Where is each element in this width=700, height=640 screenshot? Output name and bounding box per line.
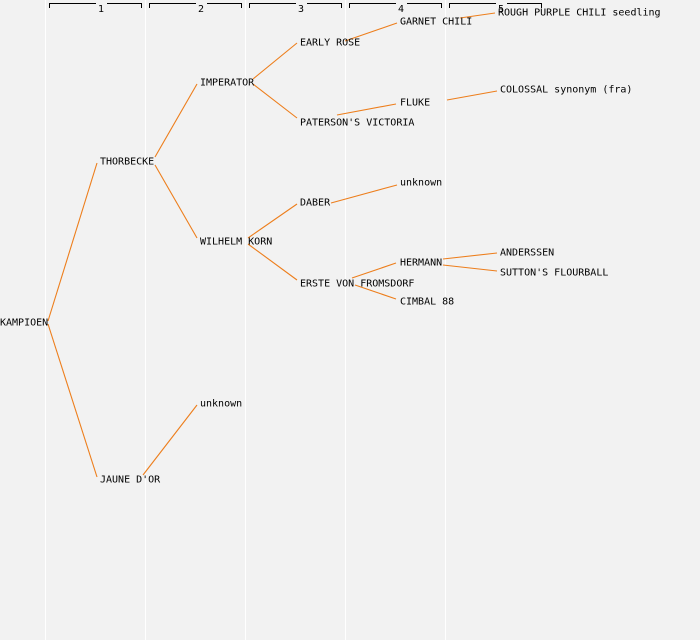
pedigree-node-cimbal_88[interactable]: CIMBAL 88	[400, 297, 454, 308]
pedigree-node-anderssen[interactable]: ANDERSSEN	[500, 248, 554, 259]
generation-number-1: 1	[98, 4, 104, 15]
pedigree-edge-paterson-fluke	[336, 103, 397, 116]
pedigree-edge-kampioen-thorbecke	[47, 162, 98, 322]
pedigree-node-kampioen[interactable]: KAMPIOEN	[0, 318, 48, 329]
pedigree-node-thorbecke[interactable]: THORBECKE	[100, 157, 154, 168]
pedigree-node-unknown_2[interactable]: unknown	[200, 399, 242, 410]
pedigree-edge-erste-hermann	[351, 262, 397, 279]
generation-bracket-2	[149, 3, 242, 8]
pedigree-edge-hermann-anderssen	[442, 252, 498, 260]
pedigree-node-colossal[interactable]: COLOSSAL synonym (fra)	[500, 85, 632, 96]
pedigree-edge-jaune_dor-unknown_2	[142, 404, 198, 476]
pedigree-node-hermann[interactable]: HERMANN	[400, 258, 442, 269]
pedigree-node-paterson[interactable]: PATERSON'S VICTORIA	[300, 118, 414, 129]
pedigree-edge-imperator-early_rose	[252, 42, 298, 80]
pedigree-node-erste[interactable]: ERSTE VON FROMSDORF	[300, 279, 414, 290]
pedigree-node-jaune_dor[interactable]: JAUNE D'OR	[100, 475, 161, 486]
pedigree-node-sutton[interactable]: SUTTON'S FLOURBALL	[500, 268, 608, 279]
pedigree-node-wilhelm_korn[interactable]: WILHELM KORN	[200, 237, 272, 248]
pedigree-node-early_rose[interactable]: EARLY ROSE	[300, 38, 360, 49]
generation-bracket-1	[49, 3, 142, 8]
pedigree-node-fluke[interactable]: FLUKE	[400, 98, 430, 109]
pedigree-edge-wilhelm_korn-erste	[247, 243, 298, 281]
generation-number-2: 2	[198, 4, 204, 15]
pedigree-edge-daber-unknown_1	[330, 184, 398, 204]
generation-number-gap-3	[296, 0, 307, 12]
pedigree-edge-erste-cimbal_88	[354, 284, 397, 300]
pedigree-node-daber[interactable]: DABER	[300, 198, 331, 209]
pedigree-edge-early_rose-garnet	[344, 22, 398, 42]
generation-bracket-5	[449, 3, 542, 8]
pedigree-edge-thorbecke-imperator	[154, 83, 198, 158]
generation-number-4: 4	[398, 4, 404, 15]
generation-number-gap-2	[196, 0, 207, 12]
generation-number-gap-1	[96, 0, 107, 12]
generation-number-gap-5	[496, 0, 507, 12]
generation-bracket-3	[249, 3, 342, 8]
pedigree-node-rough_purple[interactable]: ROUGH PURPLE CHILI seedling	[498, 8, 661, 19]
pedigree-edge-wilhelm_korn-daber	[247, 203, 298, 239]
pedigree-edge-kampioen-jaune_dor	[47, 323, 98, 478]
pedigree-edge-hermann-sutton	[442, 264, 498, 272]
generation-bracket-4	[349, 3, 442, 8]
pedigree-edge-imperator-paterson	[252, 83, 298, 119]
pedigree-edge-fluke-colossal	[446, 90, 498, 101]
generation-number-5: 5	[498, 4, 504, 15]
pedigree-edge-thorbecke-wilhelm_korn	[154, 164, 198, 239]
pedigree-node-unknown_1[interactable]: unknown	[400, 178, 442, 189]
generation-number-gap-4	[396, 0, 407, 12]
pedigree-node-garnet[interactable]: GARNET CHILI	[400, 17, 472, 28]
pedigree-node-imperator[interactable]: IMPERATOR	[200, 78, 255, 89]
generation-number-3: 3	[298, 4, 304, 15]
pedigree-edge-garnet-rough_purple	[459, 12, 496, 19]
